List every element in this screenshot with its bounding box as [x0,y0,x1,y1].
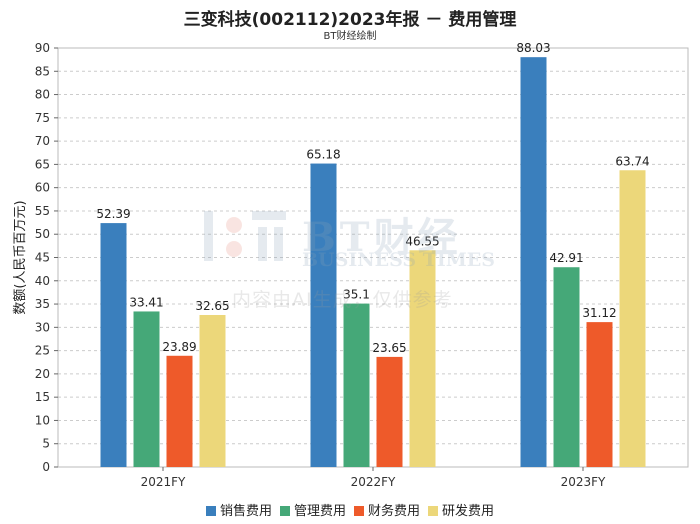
y-tick-label: 70 [35,134,50,148]
bar-财务费用-2021FY [166,355,193,467]
y-tick-label: 25 [35,344,50,358]
bar-研发费用-2022FY [409,250,436,467]
y-tick-label: 10 [35,413,50,427]
y-tick-label: 45 [35,251,50,265]
grid-lines [58,47,688,445]
bar-财务费用-2023FY [586,322,613,467]
data-label: 42.91 [549,251,583,265]
legend-item: 销售费用 [205,500,272,519]
data-label: 65.18 [306,148,340,162]
legend-item: 研发费用 [428,500,494,519]
bar-财务费用-2022FY [376,356,403,467]
bar-销售费用-2023FY [520,57,547,467]
bars [100,57,646,467]
bar-管理费用-2023FY [553,267,580,467]
data-label: 23.89 [162,340,196,354]
legend: 销售费用 管理费用 财务费用 研发费用 [0,500,700,519]
legend-label: 管理费用 [293,504,346,519]
data-label: 88.03 [516,41,550,55]
data-label: 31.12 [582,306,616,320]
y-tick-label: 0 [42,460,50,474]
x-tick-label: 2023FY [561,475,606,489]
legend-item: 管理费用 [279,500,346,519]
data-label: 23.65 [372,341,406,355]
y-tick-label: 65 [35,157,50,171]
y-tick-label: 90 [35,41,50,55]
y-tick-label: 85 [35,64,50,78]
y-tick-label: 5 [42,437,50,451]
data-label: 63.74 [615,154,649,168]
data-label: 33.41 [129,295,163,309]
data-label: 35.1 [343,288,370,302]
bar-销售费用-2022FY [310,163,337,467]
data-label: 52.39 [96,207,130,221]
y-tick-label: 80 [35,88,50,102]
legend-swatch [205,506,216,516]
y-tick-label: 60 [35,181,50,195]
data-label: 32.65 [195,299,229,313]
y-axis-label: 数额(人民币百万元) [13,200,28,314]
chart-subtitle: BT财经绘制 [323,31,377,42]
bar-管理费用-2021FY [133,311,160,467]
legend-swatch [354,506,364,516]
data-labels: 52.39 33.41 23.89 32.65 65.18 35.1 23.65 46.55 8… [96,41,649,355]
y-tick-label: 35 [35,297,50,311]
y-tick-label: 20 [35,367,50,381]
y-tick-label: 40 [35,274,50,288]
legend-swatch [279,506,290,516]
x-tick-label: 2022FY [351,475,396,489]
axes: 0 5 10 15 20 25 30 35 40 45 50 55 60 65 70 75 80 85 90 数额(人… [13,41,689,489]
legend-label: 销售费用 [219,504,272,519]
y-tick-label: 50 [35,227,50,241]
legend-label: 研发费用 [442,504,495,519]
y-tick-label: 55 [35,204,50,218]
legend-swatch [428,506,439,516]
bar-研发费用-2021FY [199,314,226,467]
data-label: 46.55 [405,234,439,248]
bar-研发费用-2023FY [619,170,646,467]
chart-title: 三变科技(002112)2023年报 － 费用管理 [183,10,517,30]
y-tick-label: 75 [35,111,50,125]
legend-item: 财务费用 [354,500,420,519]
legend-label: 财务费用 [368,504,421,519]
y-tick-label: 30 [35,320,50,334]
bar-管理费用-2022FY [343,303,370,467]
y-tick-label: 15 [35,390,50,404]
bar-销售费用-2021FY [100,223,127,467]
x-tick-label: 2021FY [141,475,186,489]
